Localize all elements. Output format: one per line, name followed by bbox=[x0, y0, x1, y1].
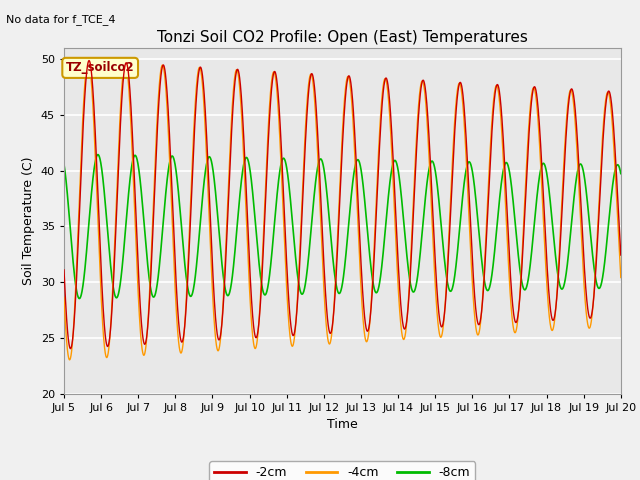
Title: Tonzi Soil CO2 Profile: Open (East) Temperatures: Tonzi Soil CO2 Profile: Open (East) Temp… bbox=[157, 30, 528, 46]
Text: No data for f_TCE_4: No data for f_TCE_4 bbox=[6, 14, 116, 25]
X-axis label: Time: Time bbox=[327, 418, 358, 431]
Text: TZ_soilco2: TZ_soilco2 bbox=[66, 61, 134, 74]
Legend: -2cm, -4cm, -8cm: -2cm, -4cm, -8cm bbox=[209, 461, 476, 480]
Y-axis label: Soil Temperature (C): Soil Temperature (C) bbox=[22, 156, 35, 285]
